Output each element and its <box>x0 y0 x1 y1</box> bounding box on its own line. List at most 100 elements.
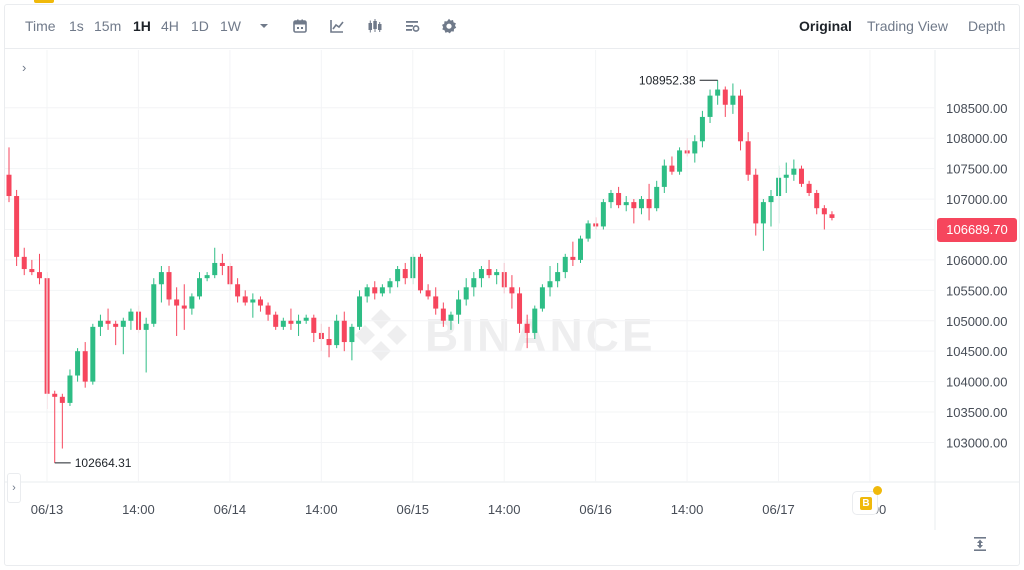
y-tick-label: 105000.00 <box>946 314 1007 329</box>
y-tick-label: 103500.00 <box>946 405 1007 420</box>
interval-1w[interactable]: 1W <box>220 18 241 34</box>
side-panel-toggle-chevron-icon[interactable]: › <box>7 473 21 503</box>
x-tick-label: 06/16 <box>579 502 612 517</box>
candle-body <box>166 272 172 300</box>
y-tick-label: 106000.00 <box>946 253 1007 268</box>
candle-body <box>303 317 309 321</box>
candle-body <box>677 150 683 172</box>
candle-body <box>357 296 363 327</box>
candle-body <box>456 299 462 315</box>
view-depth[interactable]: Depth <box>968 18 1006 34</box>
candle-body <box>372 287 378 294</box>
candle-body <box>478 269 484 279</box>
x-tick-label: 14:00 <box>488 502 521 517</box>
candle-body <box>219 262 225 266</box>
candle-body <box>578 238 583 260</box>
active-tab-indicator <box>34 0 54 3</box>
candle-body <box>570 256 576 260</box>
candle-body <box>623 202 629 206</box>
y-tick-label: 108000.00 <box>946 131 1007 146</box>
candle-body <box>296 320 302 324</box>
candle-body <box>120 320 126 327</box>
candle-body <box>97 320 103 327</box>
candle-body <box>265 305 271 315</box>
candle-body <box>654 186 660 209</box>
fit-vertical-icon[interactable] <box>972 536 988 552</box>
candle-body <box>425 290 431 297</box>
candle-body <box>417 256 423 291</box>
y-tick-label: 103000.00 <box>946 435 1007 450</box>
binance-feature-badge-icon[interactable]: B <box>852 486 882 515</box>
candle-body <box>197 278 202 297</box>
view-original[interactable]: Original <box>799 18 852 34</box>
interval-15m[interactable]: 15m <box>94 18 122 34</box>
candle-body <box>486 269 492 276</box>
candle-body <box>715 89 721 96</box>
candle-body <box>273 314 279 327</box>
candle-body <box>433 296 439 309</box>
candle-body <box>524 323 530 333</box>
interval-1h[interactable]: 1H <box>133 18 151 34</box>
indicators-icon[interactable] <box>328 17 346 35</box>
y-tick-label: 107000.00 <box>946 192 1007 207</box>
interval-1d[interactable]: 1D <box>191 18 209 34</box>
x-tick-label: 14:00 <box>305 502 338 517</box>
y-tick-label: 104000.00 <box>946 375 1007 390</box>
candle-body <box>669 165 675 172</box>
candle-body <box>532 308 538 333</box>
chart-canvas: 108500.00108000.00107500.00107000.001065… <box>5 50 1019 530</box>
candle-body <box>36 272 42 279</box>
candle-body <box>661 165 667 187</box>
candle-body <box>250 299 256 303</box>
chart-type-candles-icon[interactable] <box>366 17 384 35</box>
candle-body <box>326 339 332 346</box>
candle-body <box>798 168 804 184</box>
candle-body <box>349 326 355 343</box>
candle-body <box>448 314 454 321</box>
interval-1s[interactable]: 1s <box>69 18 84 34</box>
candle-body <box>280 320 286 327</box>
more-intervals-caret-icon[interactable] <box>255 17 273 35</box>
candle-body <box>562 256 568 273</box>
candle-body <box>158 272 164 285</box>
candle-body <box>181 305 187 309</box>
interval-4h[interactable]: 4H <box>161 18 179 34</box>
view-trading-view[interactable]: Trading View <box>867 18 948 34</box>
candle-body <box>311 317 317 333</box>
binance-watermark-logo: BINANCE <box>355 309 656 361</box>
candle-body <box>463 287 469 300</box>
svg-text:BINANCE: BINANCE <box>425 309 656 361</box>
candle-body <box>440 308 446 321</box>
candle-body <box>174 299 180 306</box>
candle-body <box>783 174 789 178</box>
candle-body <box>364 287 370 297</box>
candle-body <box>59 396 65 403</box>
candle-body <box>288 320 294 324</box>
candle-body <box>517 293 523 324</box>
candle-body <box>402 269 408 279</box>
gear-icon[interactable] <box>440 17 458 35</box>
candle-body <box>387 281 393 288</box>
candle-body <box>235 284 241 297</box>
candle-body <box>821 208 827 215</box>
candle-body <box>814 192 820 209</box>
candle-body <box>494 272 500 276</box>
candle-body <box>471 278 477 288</box>
candle-body <box>82 351 88 382</box>
x-tick-label: 14:00 <box>122 502 155 517</box>
candle-body <box>105 320 111 324</box>
time-label[interactable]: Time <box>25 18 56 34</box>
candlestick-chart[interactable]: BINANCE 108500.00 108000.00 107500.00 10700… <box>5 50 1019 530</box>
chart-settings-list-icon[interactable] <box>403 17 421 35</box>
x-tick-label: 14:00 <box>671 502 704 517</box>
candle-body <box>189 296 195 309</box>
candle-body <box>29 269 35 273</box>
chart-panel <box>4 4 1020 566</box>
low-price-label: 102664.31 <box>75 456 132 470</box>
candle-body <box>21 256 27 270</box>
x-tick-label: 06/17 <box>762 502 795 517</box>
expand-panel-chevron-icon[interactable]: › <box>22 60 27 75</box>
calendar-icon[interactable] <box>291 17 309 35</box>
candle-body <box>395 269 401 282</box>
current-price-tag: 106689.70 <box>937 218 1017 242</box>
